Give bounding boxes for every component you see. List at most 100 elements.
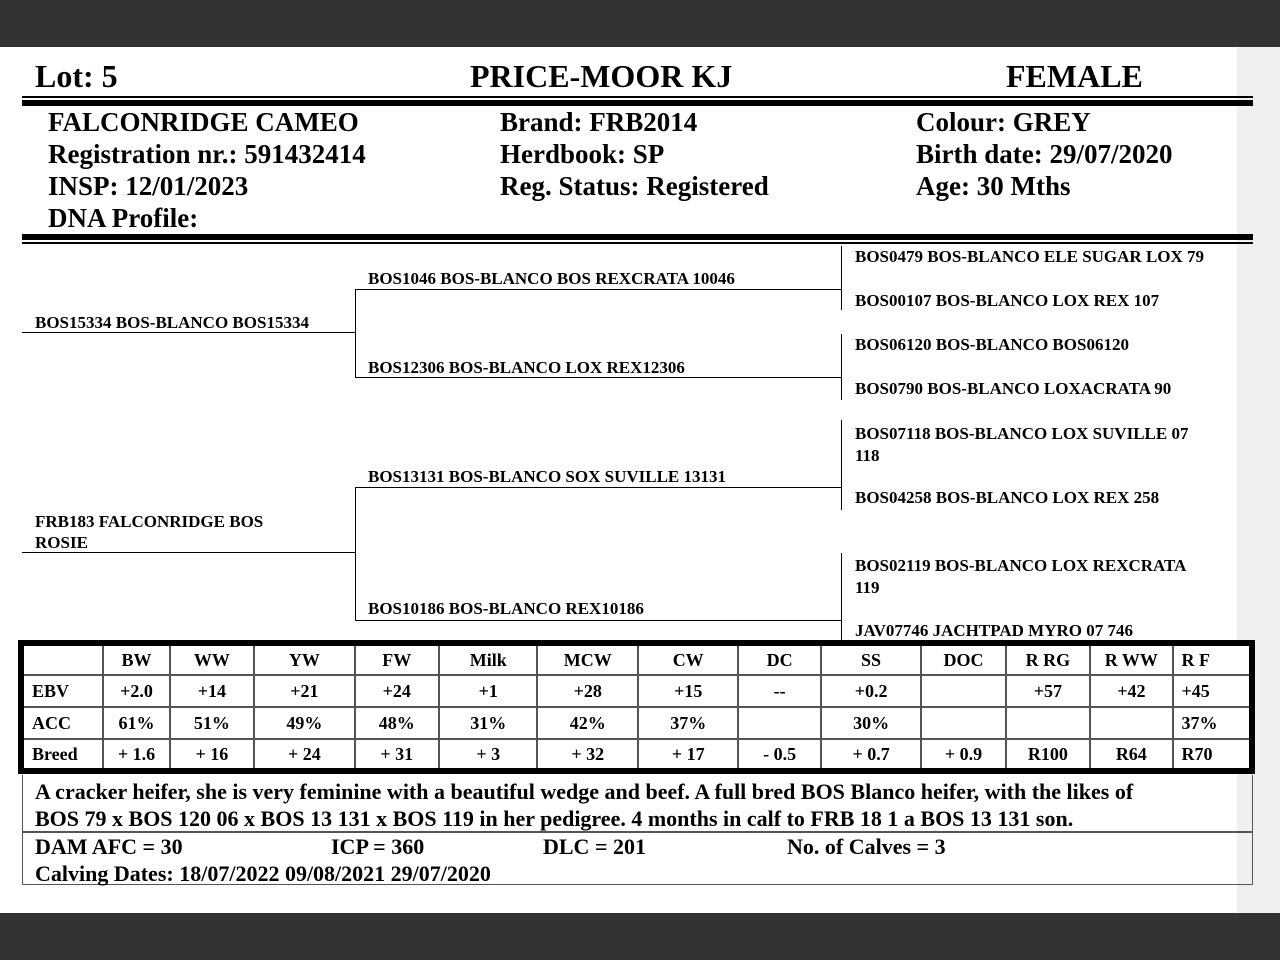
icp: ICP = 360 — [331, 834, 425, 859]
table-header-row: BW WW YW FW Milk MCW CW DC SS DOC R RG R WW R F — [19, 642, 1254, 676]
registration: Registration nr.: 591432414 — [48, 139, 366, 169]
column-header: SS — [819, 642, 923, 676]
herdbook: Herdbook: SP — [500, 139, 665, 169]
table-cell: +15 — [636, 674, 740, 708]
table-cell: R64 — [1089, 738, 1174, 772]
divider — [22, 242, 1253, 244]
comments-box: A cracker heifer, she is very feminine w… — [22, 775, 1253, 886]
comment-line: A cracker heifer, she is very feminine w… — [35, 779, 1134, 804]
table-cell: +21 — [253, 674, 356, 708]
table-cell: + 24 — [253, 738, 356, 772]
column-header: BW — [102, 642, 171, 676]
table-cell: +0.2 — [819, 674, 923, 708]
table-cell: + 17 — [636, 738, 740, 772]
column-header: WW — [168, 642, 256, 676]
column-header: DOC — [920, 642, 1007, 676]
great-grandparent-line: 118 — [855, 446, 880, 465]
table-cell: 51% — [168, 706, 256, 740]
table-cell: R100 — [1004, 738, 1092, 772]
great-grandparent: BOS0479 BOS-BLANCO ELE SUGAR LOX 79 — [855, 247, 1205, 266]
dam-line: FRB183 FALCONRIDGE BOS — [35, 512, 264, 531]
column-header — [19, 642, 105, 676]
table-cell: 48% — [353, 706, 441, 740]
great-grandparent-line: BOS07118 BOS-BLANCO LOX SUVILLE 07 — [855, 424, 1189, 443]
column-header: FW — [353, 642, 441, 676]
table-cell: - 0.5 — [737, 738, 822, 772]
animal-name: FALCONRIDGE CAMEO — [48, 107, 359, 137]
table-cell: + 3 — [437, 738, 539, 772]
dam-dam: BOS10186 BOS-BLANCO REX10186 — [368, 599, 644, 618]
great-grandparent: BOS04258 BOS-BLANCO LOX REX 258 — [855, 488, 1160, 507]
calving-dates: Calving Dates: 18/07/2022 09/08/2021 29/… — [35, 861, 491, 886]
brand: Brand: FRB2014 — [500, 107, 698, 137]
table-cell: +2.0 — [102, 674, 171, 708]
column-header: R WW — [1089, 642, 1174, 676]
number-of-calves: No. of Calves = 3 — [787, 834, 946, 859]
table-cell: 30% — [819, 706, 923, 740]
column-header: YW — [253, 642, 356, 676]
row-label: Breed — [19, 738, 105, 772]
column-header: R F — [1171, 642, 1254, 676]
table-cell: + 31 — [353, 738, 441, 772]
table-row: ACC 61% 51% 49% 48% 31% 42% 37% 30% 37% — [19, 706, 1254, 740]
dam-afc: DAM AFC = 30 — [35, 834, 183, 859]
table-cell: 37% — [636, 706, 740, 740]
column-header: CW — [636, 642, 740, 676]
table-cell — [737, 706, 822, 740]
great-grandparent: JAV07746 JACHTPAD MYRO 07 746 — [855, 621, 1133, 640]
great-grandparent: BOS06120 BOS-BLANCO BOS06120 — [855, 335, 1129, 354]
table-cell: + 0.9 — [920, 738, 1007, 772]
table-cell: 61% — [102, 706, 171, 740]
sex: FEMALE — [1006, 58, 1143, 94]
divider — [22, 234, 1253, 240]
reg-status: Reg. Status: Registered — [500, 171, 769, 201]
great-grandparent: BOS00107 BOS-BLANCO LOX REX 107 — [855, 291, 1160, 310]
divider — [23, 831, 1252, 833]
dam: FRB183 FALCONRIDGE BOS ROSIE — [35, 511, 263, 553]
table-cell: 42% — [536, 706, 639, 740]
colour: Colour: GREY — [916, 107, 1091, 137]
table-cell: + 16 — [168, 738, 256, 772]
divider — [22, 100, 1253, 106]
column-header: MCW — [536, 642, 639, 676]
sire-dam: BOS12306 BOS-BLANCO LOX REX12306 — [368, 358, 685, 377]
table-cell: +1 — [437, 674, 539, 708]
ebv-table: BW WW YW FW Milk MCW CW DC SS DOC R RG R WW R F EBV +2… — [18, 640, 1255, 774]
dlc: DLC = 201 — [543, 834, 646, 859]
lot-number: Lot: 5 — [35, 58, 118, 94]
table-cell — [920, 706, 1007, 740]
table-row: Breed + 1.6 + 16 + 24 + 31 + 3 + 32 + 17- 0.5 + … — [19, 738, 1254, 772]
table-cell: +57 — [1004, 674, 1092, 708]
comments-text: A cracker heifer, she is very feminine w… — [35, 778, 1133, 832]
table-cell: R70 — [1171, 738, 1254, 772]
table-cell: + 32 — [536, 738, 639, 772]
dam-sire: BOS13131 BOS-BLANCO SOX SUVILLE 13131 — [368, 467, 727, 486]
vendor-name: PRICE-MOOR KJ — [470, 58, 733, 94]
bottom-viewer-bar — [0, 913, 1280, 960]
table-cell: 37% — [1171, 706, 1254, 740]
dam-line: ROSIE — [35, 533, 88, 552]
table-cell: + 1.6 — [102, 738, 171, 772]
age: Age: 30 Mths — [916, 171, 1071, 201]
table-cell: +24 — [353, 674, 441, 708]
comment-line: BOS 79 x BOS 120 06 x BOS 13 131 x BOS 1… — [35, 806, 1074, 831]
table-cell: 49% — [253, 706, 356, 740]
sire: BOS15334 BOS-BLANCO BOS15334 — [35, 313, 309, 332]
table-cell: +45 — [1171, 674, 1254, 708]
table-cell — [920, 674, 1007, 708]
table-cell: 31% — [437, 706, 539, 740]
dna-profile: DNA Profile: — [48, 203, 199, 233]
column-header: R RG — [1004, 642, 1092, 676]
table-cell: +42 — [1089, 674, 1174, 708]
table-cell: +28 — [536, 674, 639, 708]
row-label: EBV — [19, 674, 105, 708]
birth-date: Birth date: 29/07/2020 — [916, 139, 1173, 169]
table-cell: -- — [737, 674, 822, 708]
great-grandparent: BOS02119 BOS-BLANCO LOX REXCRATA 119 — [855, 555, 1186, 599]
inspection-date: INSP: 12/01/2023 — [48, 171, 249, 201]
column-header: DC — [737, 642, 822, 676]
great-grandparent: BOS07118 BOS-BLANCO LOX SUVILLE 07 118 — [855, 423, 1188, 467]
table-cell — [1004, 706, 1092, 740]
table-row: EBV +2.0 +14 +21 +24 +1 +28 +15 -- +0.2 +57 +42 +45 — [19, 674, 1254, 708]
table-cell: + 0.7 — [819, 738, 923, 772]
